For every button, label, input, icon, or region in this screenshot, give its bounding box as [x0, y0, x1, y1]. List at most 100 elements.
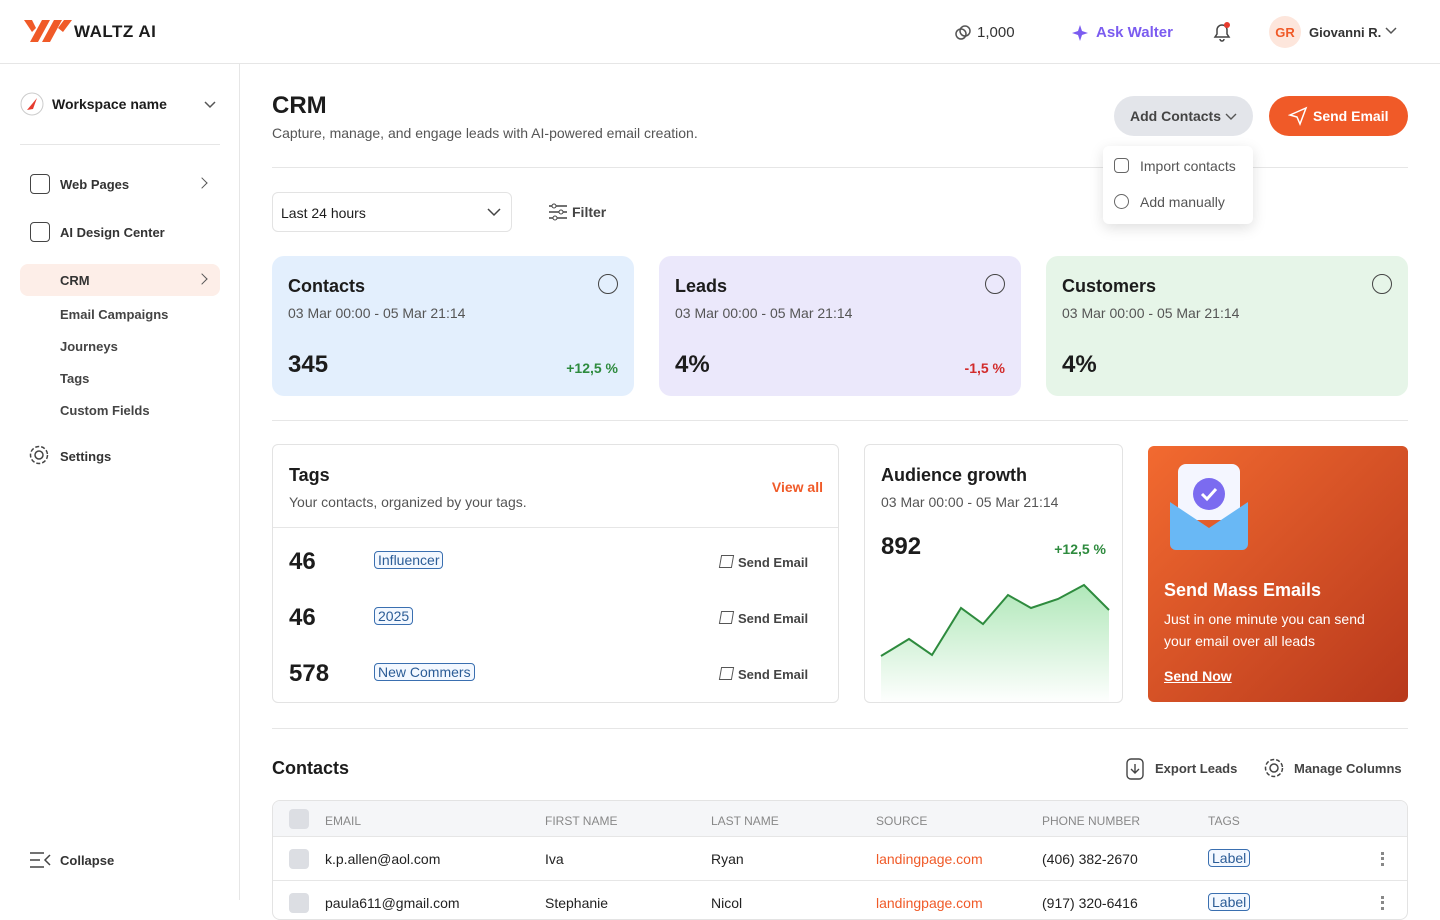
- ask-walter[interactable]: Ask Walter: [1096, 24, 1173, 41]
- manage-icon: [1264, 758, 1284, 778]
- menu-icon: [1114, 158, 1129, 173]
- audience-change: +12,5 %: [1054, 541, 1106, 557]
- menu-icon: [1114, 194, 1129, 209]
- period-select[interactable]: Last 24 hours: [272, 192, 512, 232]
- view-all[interactable]: View all: [771, 479, 823, 495]
- checkbox[interactable]: [289, 849, 309, 869]
- stat-title: Leads: [675, 276, 728, 296]
- cell: k.p.allen@aol.com: [325, 851, 441, 867]
- tag-action[interactable]: Send Email: [738, 611, 809, 626]
- divider: [272, 728, 1408, 729]
- stat-card: Leads 03 Mar 00:00 - 05 Mar 21:14 4% -1,5 %: [659, 256, 1021, 396]
- divider: [273, 527, 838, 528]
- stat-card: Customers 03 Mar 00:00 - 05 Mar 21:14 4%: [1046, 256, 1408, 396]
- tag-count: 46: [289, 604, 316, 631]
- credits: 1,000: [977, 24, 1015, 41]
- header: WALTZ AI 1,000 Ask Walter GR Giovanni R.: [0, 0, 1440, 64]
- table-row: paula611@gmail.com Stephanie Nicol landingp…: [273, 881, 1407, 919]
- cell: Iva: [545, 851, 564, 867]
- user-name[interactable]: Giovanni R.: [1309, 25, 1382, 40]
- menu-item[interactable]: Add manually: [1140, 194, 1225, 210]
- tag-pill: 2025: [374, 607, 414, 625]
- tag-pill: New Commers: [374, 663, 475, 681]
- nav-icon: [30, 174, 50, 194]
- workspace-name[interactable]: Workspace name: [52, 96, 167, 112]
- info-icon: [598, 274, 618, 294]
- settings[interactable]: Settings: [60, 449, 112, 464]
- audience-range: 03 Mar 00:00 - 05 Mar 21:14: [881, 494, 1059, 510]
- column-header: SOURCE: [876, 814, 928, 828]
- divider: [272, 420, 1408, 421]
- add-contacts-menu: Import contacts Add manually: [1103, 146, 1253, 224]
- export-leads[interactable]: Export Leads: [1155, 761, 1238, 776]
- sub-nav-item[interactable]: Journeys: [60, 339, 118, 354]
- tags-title: Tags: [289, 465, 330, 485]
- tag-action[interactable]: Send Email: [738, 667, 809, 682]
- sparkline: [880, 583, 1110, 702]
- tag-pill: Label: [1208, 849, 1251, 867]
- info-icon: [1372, 274, 1392, 294]
- sub-nav-item[interactable]: Tags: [60, 371, 90, 386]
- cell: Ryan: [711, 851, 744, 867]
- stat-title: Contacts: [288, 276, 366, 296]
- checkbox[interactable]: [289, 893, 309, 913]
- page-subtitle: Capture, manage, and engage leads with A…: [272, 125, 698, 141]
- table-header: EMAIL FIRST NAME LAST NAME SOURCE PHONE NUMB…: [273, 801, 1407, 837]
- send-icon: [1288, 106, 1308, 126]
- logo-mark: [24, 20, 72, 42]
- nav-item[interactable]: Web Pages: [60, 176, 130, 192]
- filter[interactable]: Filter: [572, 204, 607, 220]
- promo-link[interactable]: Send Now: [1164, 668, 1232, 684]
- button-label: Add Contacts: [1130, 108, 1221, 124]
- promo-text: Just in one minute you can send your ema…: [1164, 611, 1365, 649]
- audience-card: Audience growth 03 Mar 00:00 - 05 Mar 21…: [864, 444, 1123, 703]
- cell: landingpage.com: [876, 851, 983, 867]
- nav-item[interactable]: AI Design Center: [60, 224, 165, 240]
- settings-icon: [29, 445, 49, 465]
- cell: paula611@gmail.com: [325, 895, 460, 911]
- send-icon: [718, 611, 735, 624]
- credits-icon: [955, 25, 971, 40]
- menu-item[interactable]: Import contacts: [1140, 158, 1236, 174]
- stat-change: -1,5 %: [964, 360, 1005, 376]
- send-icon: [718, 555, 735, 568]
- row-menu[interactable]: [1381, 896, 1384, 910]
- filter-icon: [549, 203, 567, 221]
- contacts-table: EMAIL FIRST NAME LAST NAME SOURCE PHONE NUMB…: [272, 800, 1408, 920]
- stat-value: 345: [288, 351, 329, 378]
- stat-value: 4%: [675, 351, 710, 378]
- sub-nav-item[interactable]: Custom Fields: [60, 403, 150, 418]
- tag-count: 46: [289, 548, 316, 575]
- bell[interactable]: [1210, 20, 1234, 44]
- avatar[interactable]: GR: [1269, 16, 1301, 48]
- sub-nav-item[interactable]: Email Campaigns: [60, 307, 169, 322]
- promo-title: Send Mass Emails: [1164, 580, 1322, 600]
- tag-count: 578: [289, 660, 330, 687]
- stat-value: 4%: [1062, 351, 1097, 378]
- contacts-title: Contacts: [272, 758, 350, 778]
- stat-range: 03 Mar 00:00 - 05 Mar 21:14: [675, 305, 853, 321]
- divider: [20, 144, 220, 145]
- row-menu[interactable]: [1381, 852, 1384, 866]
- stat-card: Contacts 03 Mar 00:00 - 05 Mar 21:14 345 +1…: [272, 256, 634, 396]
- stat-title: Customers: [1062, 276, 1157, 296]
- add-contacts-button[interactable]: Add Contacts: [1114, 96, 1253, 136]
- workspace-icon: [20, 92, 44, 116]
- cell: landingpage.com: [876, 895, 983, 911]
- column-header: TAGS: [1208, 814, 1240, 828]
- cell: Stephanie: [545, 895, 609, 911]
- tags-card: Tags Your contacts, organized by your ta…: [272, 444, 839, 703]
- button-label: Send Email: [1313, 108, 1389, 124]
- manage-columns[interactable]: Manage Columns: [1294, 761, 1402, 776]
- collapse[interactable]: Collapse: [60, 853, 115, 868]
- checkbox[interactable]: [289, 809, 309, 829]
- nav-item[interactable]: CRM: [20, 264, 220, 296]
- promo-card: Send Mass Emails Just in one minute you …: [1148, 446, 1408, 702]
- stat-range: 03 Mar 00:00 - 05 Mar 21:14: [288, 305, 466, 321]
- send-icon: [718, 667, 735, 680]
- tag-pill: Label: [1208, 893, 1251, 911]
- tag-action[interactable]: Send Email: [738, 555, 809, 570]
- chevron: [204, 101, 216, 109]
- nav-icon: [30, 222, 50, 242]
